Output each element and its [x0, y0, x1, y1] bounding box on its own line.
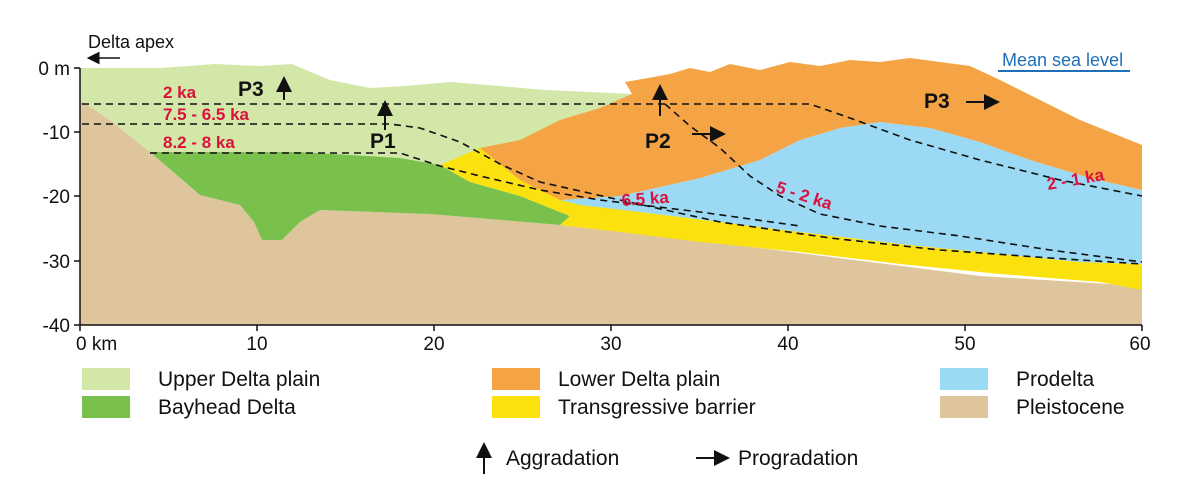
boundary-2ka [82, 103, 1143, 197]
x-tick-label: 30 [600, 334, 621, 355]
y-tick-label: -30 [43, 252, 70, 273]
legend-label-pleistocene: Pleistocene [1016, 396, 1125, 419]
prodelta-unit [560, 122, 1142, 264]
y-tick-label: -10 [43, 123, 70, 144]
phase-label-p3-left: P3 [238, 78, 264, 101]
time-boundary-lines [82, 103, 1143, 265]
age-label-8-2ka: 8.2 - 8 ka [163, 133, 235, 152]
y-tick-label: 0 m [38, 59, 70, 80]
y-tick-label: -20 [43, 187, 70, 208]
legend-label-bayhead-delta: Bayhead Delta [158, 396, 296, 419]
bayhead-delta-unit [150, 152, 570, 240]
legend-label-aggradation: Aggradation [506, 447, 619, 470]
legend-label-lower-delta-plain: Lower Delta plain [558, 368, 720, 391]
x-tick-label: 40 [777, 334, 798, 355]
x-tick-label: 0 km [76, 334, 117, 355]
age-label-2ka: 2 ka [163, 83, 197, 102]
age-label-7-5ka: 7.5 - 6.5 ka [163, 105, 250, 124]
upper-delta-plain-unit [80, 64, 632, 165]
phase-label-p3-right: P3 [924, 90, 950, 113]
legend: Upper Delta plain Bayhead Delta Lower De… [82, 368, 1125, 474]
mean-sea-level-label: Mean sea level [1002, 50, 1123, 70]
delta-apex-label: Delta apex [88, 32, 174, 52]
legend-swatch-prodelta [940, 368, 988, 390]
lower-delta-plain-unit [480, 58, 1142, 200]
legend-swatch-upper-delta-plain [82, 368, 130, 390]
legend-label-upper-delta-plain: Upper Delta plain [158, 368, 320, 391]
x-tick-label: 60 [1129, 334, 1150, 355]
boundary-8-2ka [150, 152, 801, 227]
x-tick-label: 50 [954, 334, 975, 355]
legend-label-prodelta: Prodelta [1016, 368, 1095, 391]
legend-label-progradation: Progradation [738, 447, 858, 470]
y-tick-label: -40 [43, 316, 70, 337]
legend-swatch-pleistocene [940, 396, 988, 418]
legend-swatch-lower-delta-plain [492, 368, 540, 390]
boundary-7-5ka [82, 123, 1143, 265]
transgressive-barrier-unit [440, 148, 1142, 290]
x-tick-label: 20 [423, 334, 444, 355]
phase-label-p2: P2 [645, 130, 671, 153]
pleistocene-unit [80, 100, 1142, 325]
age-label-6-5ka: 6.5 ka [621, 188, 670, 210]
legend-label-transgressive-barrier: Transgressive barrier [558, 396, 756, 419]
legend-swatch-transgressive-barrier [492, 396, 540, 418]
axes [74, 67, 1143, 331]
legend-swatch-bayhead-delta [82, 396, 130, 418]
boundary-5-2ka [664, 103, 1143, 263]
x-tick-label: 10 [246, 334, 267, 355]
phase-label-p1: P1 [370, 130, 396, 153]
